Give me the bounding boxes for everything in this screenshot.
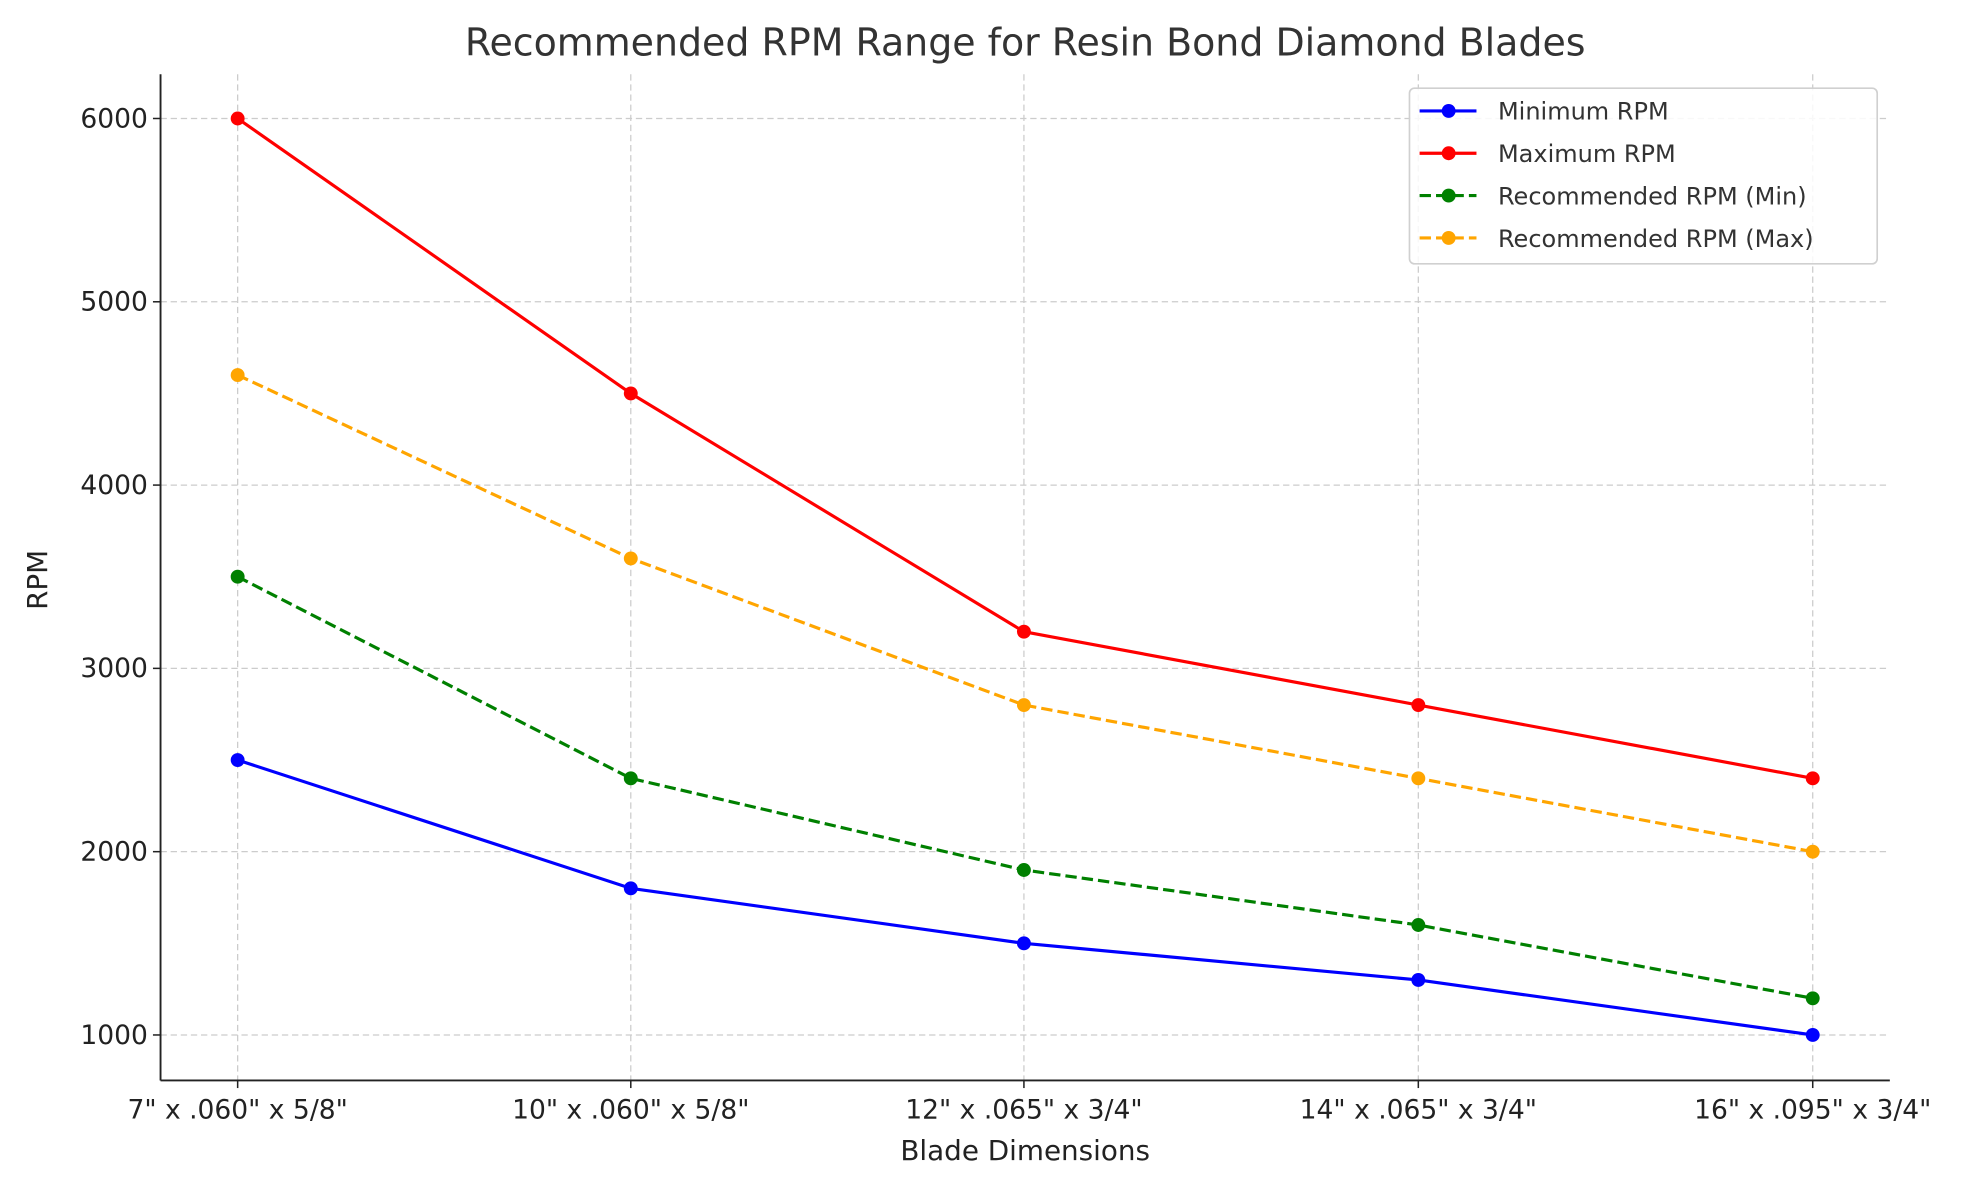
data-point xyxy=(1411,918,1426,932)
legend-box xyxy=(1408,87,1879,265)
data-point xyxy=(1411,973,1426,987)
legend-item: Minimum RPM xyxy=(1419,98,1669,126)
legend: Minimum RPM Maximum RPM Recommended RPM (M… xyxy=(1408,87,1879,265)
data-point xyxy=(230,111,245,126)
data-point xyxy=(1805,991,1820,1006)
legend-label: Recommended RPM (Max) xyxy=(1498,225,1814,253)
x-tick-label: 16" x .095" x 3/4" xyxy=(1694,1094,1931,1125)
legend-marker xyxy=(1441,146,1456,161)
series-recommended-rpm-max- xyxy=(230,368,1820,859)
x-axis-label: Blade Dimensions xyxy=(900,1134,1150,1167)
series-maximum-rpm xyxy=(230,111,1820,786)
x-tick-label: 14" x .065" x 3/4" xyxy=(1300,1094,1537,1125)
series-line xyxy=(236,373,1814,854)
axes xyxy=(152,74,1890,1089)
x-tick-label: 10" x .060" x 5/8" xyxy=(512,1094,749,1125)
legend-label: Minimum RPM xyxy=(1498,98,1669,126)
data-point xyxy=(1805,771,1820,786)
x-tick-label: 7" x .060" x 5/8" xyxy=(127,1094,347,1125)
data-point xyxy=(230,753,245,767)
legend-label: Recommended RPM (Min) xyxy=(1498,182,1807,210)
y-tick-label: 6000 xyxy=(80,103,148,134)
series-line xyxy=(236,575,1814,1000)
y-tick-label: 1000 xyxy=(80,1020,148,1051)
data-point xyxy=(1805,1028,1820,1042)
data-point xyxy=(1016,624,1031,639)
legend-item: Maximum RPM xyxy=(1419,140,1676,168)
legend-marker xyxy=(1441,230,1456,245)
series-line xyxy=(237,758,1813,1037)
y-tick-label: 5000 xyxy=(80,287,148,318)
data-point xyxy=(1016,936,1031,951)
legend-marker xyxy=(1441,103,1456,118)
legend-label: Maximum RPM xyxy=(1498,140,1676,168)
data-point xyxy=(1411,698,1426,712)
x-tick-label: 12" x .065" x 3/4" xyxy=(905,1094,1142,1125)
data-point xyxy=(623,551,638,566)
series-minimum-rpm xyxy=(230,753,1820,1042)
legend-marker xyxy=(1441,188,1456,203)
data-point xyxy=(230,569,245,584)
y-tick-label: 2000 xyxy=(80,837,148,868)
data-point xyxy=(1411,771,1426,786)
series-lines xyxy=(230,111,1820,1042)
data-point xyxy=(1016,698,1031,712)
data-point xyxy=(623,881,638,896)
chart-title: Recommended RPM Range for Resin Bond Dia… xyxy=(465,20,1586,64)
data-point xyxy=(623,771,638,786)
y-tick-label: 4000 xyxy=(80,470,148,501)
tick-labels: 7" x .060" x 5/8" 10" x .060" x 5/8" 12" x… xyxy=(80,103,1931,1125)
data-point xyxy=(230,368,245,383)
y-axis-label: RPM xyxy=(21,550,54,610)
legend-item: Recommended RPM (Min) xyxy=(1419,182,1807,210)
series-recommended-rpm-min- xyxy=(230,569,1820,1006)
y-tick-label: 3000 xyxy=(80,653,148,684)
data-point xyxy=(623,386,638,401)
data-point xyxy=(1016,863,1031,877)
data-point xyxy=(1805,844,1820,859)
legend-item: Recommended RPM (Max) xyxy=(1419,225,1814,253)
